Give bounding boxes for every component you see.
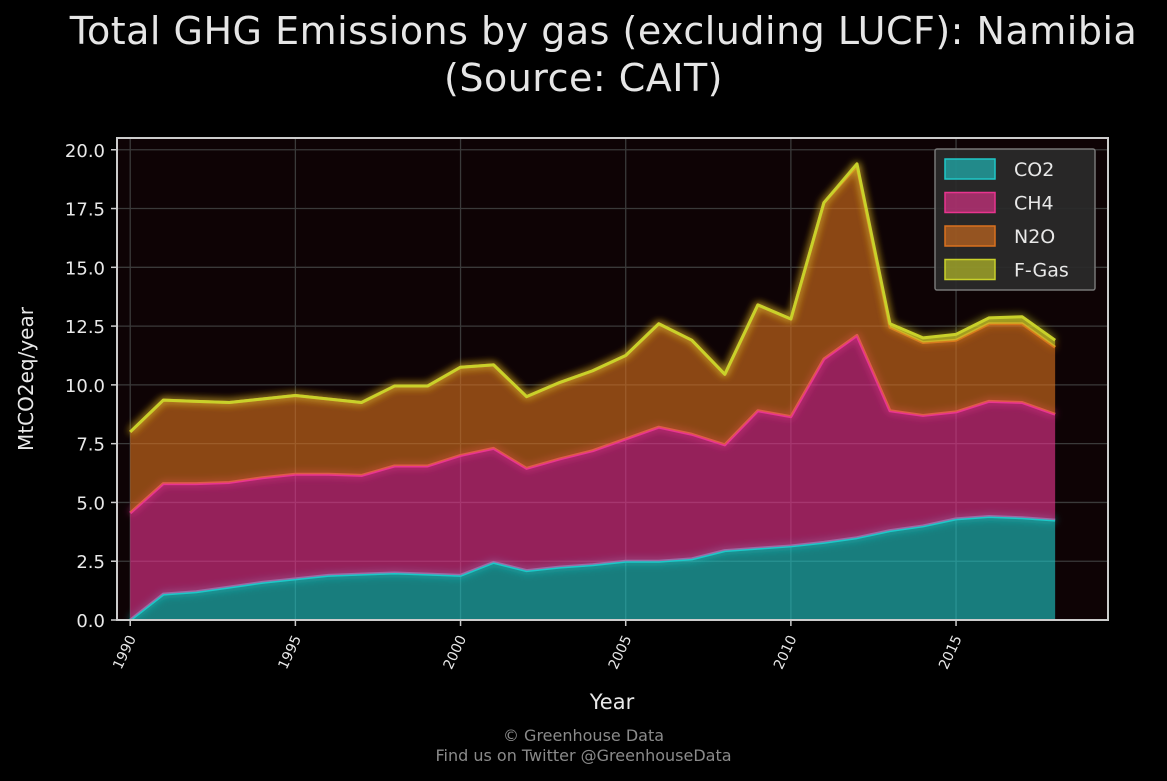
legend: CO2 CH4 N2O F-Gas bbox=[934, 148, 1096, 291]
legend-swatch bbox=[944, 258, 996, 281]
chart-title-line1: Total GHG Emissions by gas (excluding LU… bbox=[69, 9, 1138, 53]
x-tick-label: 1990 bbox=[110, 633, 140, 672]
legend-label: CO2 bbox=[1014, 159, 1054, 181]
chart-title-line2: (Source: CAIT) bbox=[444, 56, 723, 100]
stacked-areas bbox=[129, 162, 1057, 620]
x-tick-label: 1995 bbox=[275, 633, 305, 672]
y-axis-ticks: 0.0 2.5 5.0 7.5 10.0 12.5 15.0 17.5 20.0 bbox=[65, 141, 117, 632]
y-tick-label: 12.5 bbox=[65, 317, 105, 338]
y-tick-label: 0.0 bbox=[76, 611, 105, 632]
y-tick-label: 17.5 bbox=[65, 200, 105, 221]
x-tick-label: 2015 bbox=[936, 633, 966, 672]
line-f-gas bbox=[129, 162, 1057, 433]
footer-credit: © Greenhouse Data bbox=[502, 726, 665, 745]
chart-title: Total GHG Emissions by gas (excluding LU… bbox=[0, 8, 1167, 102]
legend-label: N2O bbox=[1014, 226, 1055, 248]
area-n2o bbox=[130, 166, 1056, 514]
legend-box bbox=[934, 148, 1096, 291]
plot-frame bbox=[116, 137, 1109, 621]
y-tick-label: 2.5 bbox=[76, 552, 105, 573]
legend-swatch bbox=[944, 225, 996, 247]
area-ch4 bbox=[130, 335, 1056, 620]
x-tick-label: 2010 bbox=[771, 633, 801, 672]
y-tick-label: 5.0 bbox=[76, 493, 105, 514]
legend-swatch bbox=[944, 158, 996, 180]
footer-twitter: Find us on Twitter @GreenhouseData bbox=[435, 746, 732, 765]
x-axis-label: Year bbox=[589, 690, 635, 714]
y-tick-label: 15.0 bbox=[65, 258, 105, 279]
legend-label: CH4 bbox=[1014, 193, 1054, 215]
y-tick-label: 7.5 bbox=[76, 435, 105, 456]
x-axis-ticks: 1990 1995 2000 2005 2010 2015 bbox=[110, 620, 966, 672]
y-tick-label: 20.0 bbox=[65, 141, 105, 162]
x-tick-label: 2005 bbox=[606, 633, 636, 672]
y-tick-label: 10.0 bbox=[65, 376, 105, 397]
y-axis-label: MtCO2eq/year bbox=[14, 306, 38, 451]
legend-swatch bbox=[944, 191, 996, 214]
legend-label: F-Gas bbox=[1014, 260, 1069, 282]
x-tick-label: 2000 bbox=[441, 633, 471, 672]
